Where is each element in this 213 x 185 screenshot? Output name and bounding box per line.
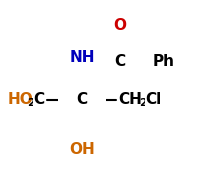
Text: C: C (76, 92, 88, 107)
Text: C: C (114, 55, 125, 70)
Text: C: C (33, 92, 44, 107)
Text: Cl: Cl (145, 92, 161, 107)
Text: Ph: Ph (153, 55, 175, 70)
Text: NH: NH (69, 51, 95, 65)
Text: O: O (114, 18, 127, 33)
Text: HO: HO (8, 92, 34, 107)
Text: 2: 2 (139, 98, 147, 108)
Text: OH: OH (69, 142, 95, 157)
Text: CH: CH (118, 92, 142, 107)
Text: 2: 2 (27, 98, 35, 108)
